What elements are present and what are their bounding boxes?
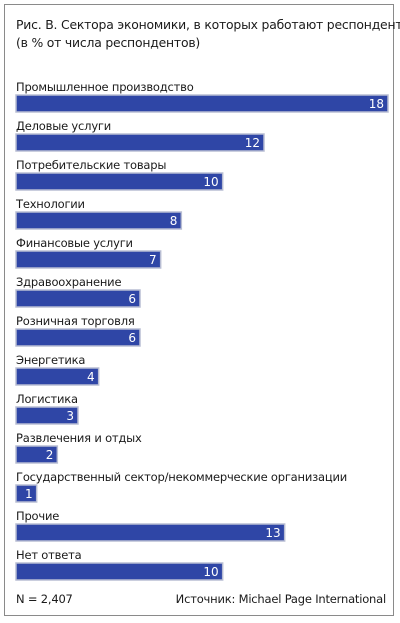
bar-value-label: 6 bbox=[128, 292, 136, 306]
bar-value-label: 13 bbox=[265, 526, 280, 540]
bar bbox=[15, 328, 141, 347]
bar-value-label: 2 bbox=[46, 448, 54, 462]
bar-value-label: 10 bbox=[203, 175, 218, 189]
category-label: Технологии bbox=[15, 197, 85, 211]
bar bbox=[15, 211, 183, 230]
category-label: Прочие bbox=[16, 509, 59, 523]
bar bbox=[15, 367, 100, 386]
category-label: Развлечения и отдых bbox=[16, 431, 142, 445]
bar bbox=[15, 250, 162, 269]
bar-value-label: 1 bbox=[25, 487, 33, 501]
category-label: Промышленное производство bbox=[16, 80, 194, 94]
bar bbox=[15, 172, 224, 191]
title-line-1: Рис. В. Сектора экономики, в которых раб… bbox=[16, 17, 400, 32]
category-label: Потребительские товары bbox=[16, 158, 166, 172]
category-label: Здравоохранение bbox=[16, 275, 121, 289]
chart-frame: Рис. В. Сектора экономики, в которых раб… bbox=[4, 4, 400, 616]
category-label: Финансовые услуги bbox=[16, 236, 133, 250]
bar-value-label: 18 bbox=[369, 97, 384, 111]
bar-value-label: 4 bbox=[87, 370, 95, 384]
bar-value-label: 12 bbox=[245, 136, 260, 150]
bar bbox=[15, 94, 389, 113]
category-label: Государственный сектор/некоммерческие ор… bbox=[16, 470, 347, 484]
bar-value-label: 6 bbox=[128, 331, 136, 345]
bar bbox=[15, 523, 286, 542]
bar bbox=[15, 445, 59, 464]
bar-value-label: 3 bbox=[66, 409, 74, 423]
bar bbox=[15, 406, 79, 425]
bar-value-label: 10 bbox=[203, 565, 218, 579]
category-label: Розничная торговля bbox=[16, 314, 135, 328]
title-line-2: (в % от числа респондентов) bbox=[16, 35, 201, 50]
chart-title: Рис. В. Сектора экономики, в которых раб… bbox=[16, 16, 400, 52]
category-label: Логистика bbox=[16, 392, 78, 406]
bar bbox=[15, 289, 141, 308]
bar bbox=[15, 562, 224, 581]
category-label: Деловые услуги bbox=[16, 119, 111, 133]
category-label: Нет ответа bbox=[16, 548, 81, 562]
sample-size: N = 2,407 bbox=[16, 592, 73, 606]
bar bbox=[15, 133, 265, 152]
category-label: Энергетика bbox=[16, 353, 85, 367]
source-note: Источник: Michael Page International bbox=[175, 592, 387, 606]
bar bbox=[15, 484, 38, 503]
bar-value-label: 8 bbox=[170, 214, 178, 228]
bar-value-label: 7 bbox=[149, 253, 157, 267]
